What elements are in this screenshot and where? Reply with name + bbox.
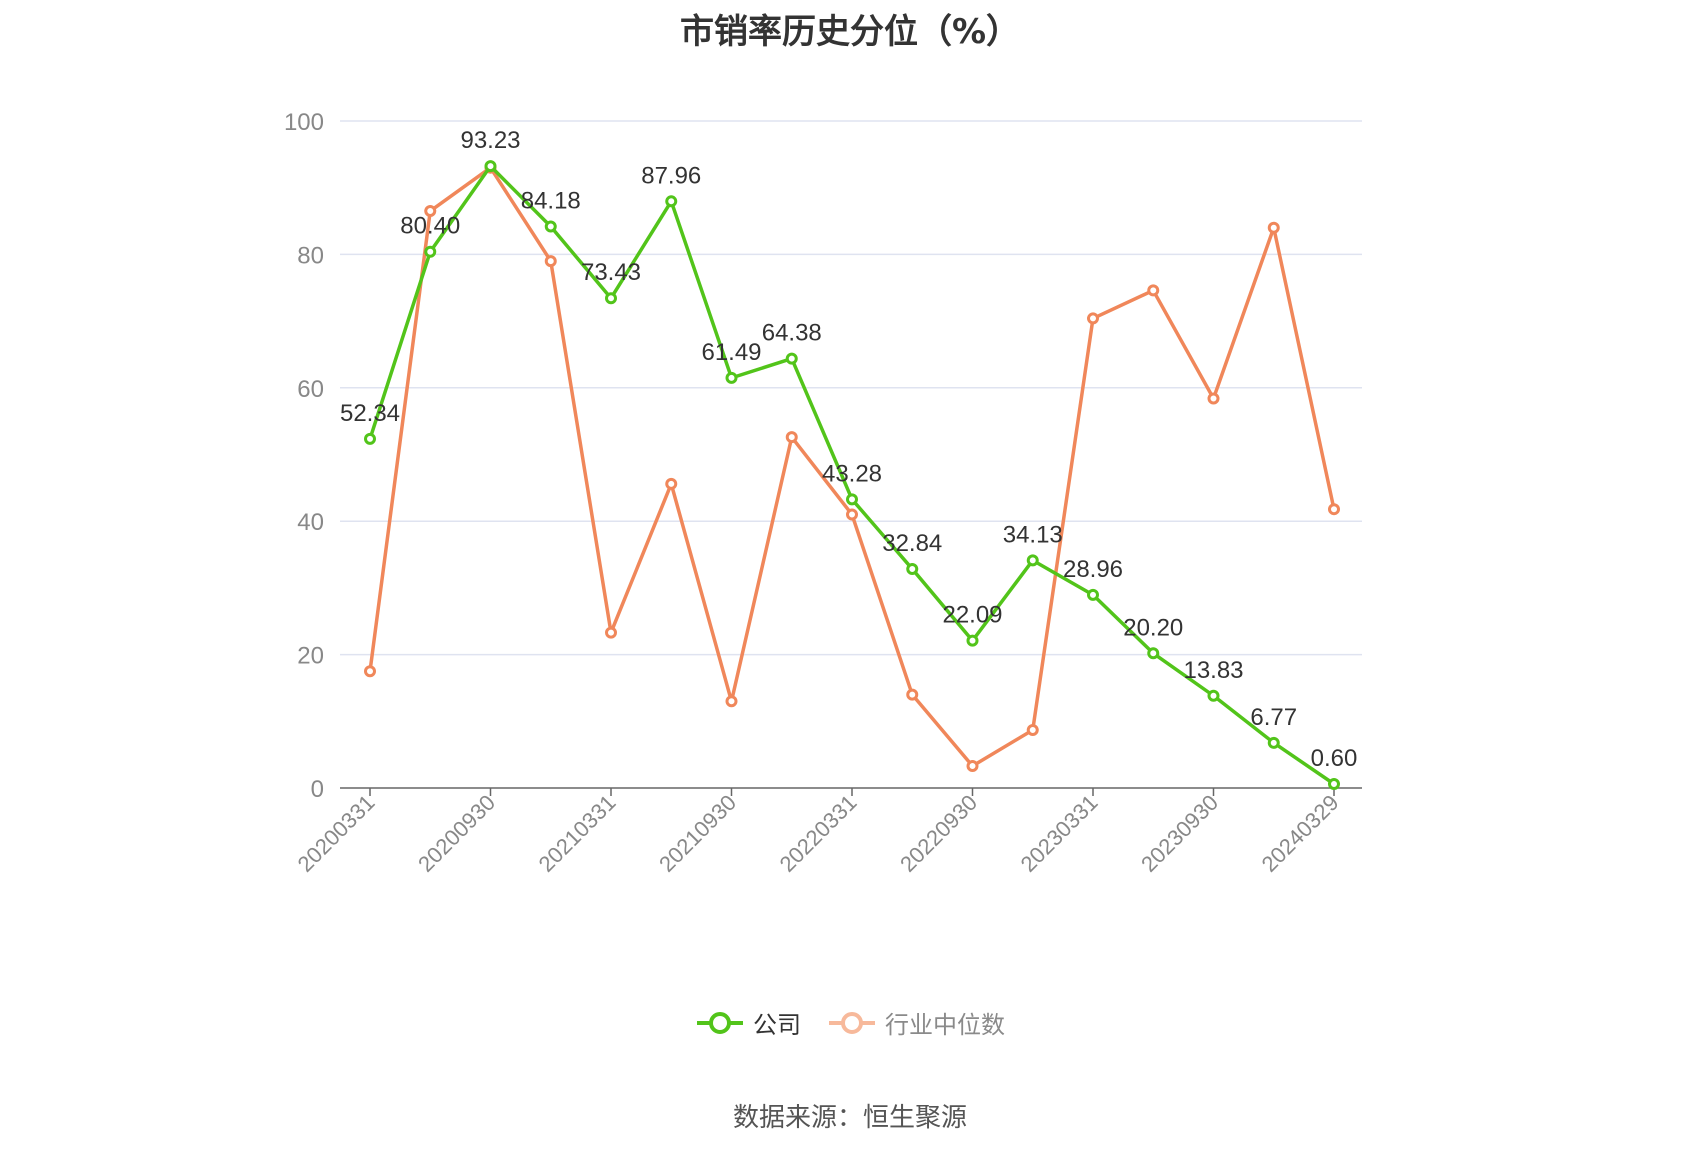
data-point-industry-median xyxy=(544,255,557,268)
data-point-company xyxy=(1087,588,1099,601)
data-label: 20.20 xyxy=(1123,614,1183,641)
data-label: 84.18 xyxy=(521,188,581,215)
y-tick-label: 40 xyxy=(297,509,324,536)
y-tick-label: 60 xyxy=(297,376,324,403)
data-label: 32.84 xyxy=(882,530,942,557)
legend-label-industry-median: 行业中位数 xyxy=(885,1011,1005,1039)
data-point-company xyxy=(906,562,919,575)
legend-item-company[interactable]: 公司 xyxy=(695,1005,801,1040)
data-point-industry-median xyxy=(1207,392,1220,405)
data-point-company xyxy=(1147,647,1160,660)
data-point-industry-median xyxy=(1267,221,1280,234)
data-label: 64.38 xyxy=(762,320,822,347)
data-point-industry-median xyxy=(1328,503,1340,516)
data-point-industry-median xyxy=(1147,284,1160,297)
legend-item-industry-median[interactable]: 行业中位数 xyxy=(827,1005,1005,1040)
y-tick-label: 100 xyxy=(284,109,324,136)
x-tick-label: 20230930 xyxy=(1136,790,1223,877)
data-point-company xyxy=(1207,689,1220,702)
legend-company-line-icon xyxy=(697,1011,743,1034)
x-tick-label: 20200930 xyxy=(413,790,500,877)
data-point-company xyxy=(1026,554,1039,567)
y-tick-label: 20 xyxy=(297,643,324,670)
data-point-industry-median xyxy=(424,205,437,218)
data-point-company xyxy=(846,493,858,506)
data-point-industry-median xyxy=(966,759,979,772)
y-tick-label: 80 xyxy=(297,242,324,269)
data-label: 22.09 xyxy=(942,602,1002,629)
x-tick-label: 20220930 xyxy=(895,790,982,877)
data-label: 34.13 xyxy=(1003,521,1063,548)
data-point-company xyxy=(424,245,437,258)
data-point-company xyxy=(544,220,557,233)
data-point-industry-median xyxy=(605,626,617,639)
data-point-company xyxy=(725,371,738,384)
x-tick-label: 20210930 xyxy=(654,790,741,877)
x-tick-label: 20200331 xyxy=(293,790,380,877)
data-label: 13.83 xyxy=(1183,657,1243,684)
data-label: 80.40 xyxy=(400,213,460,240)
chart-title: 市销率历史分位（%） xyxy=(679,12,1021,52)
data-label: 0.60 xyxy=(1311,745,1358,772)
x-tick-label: 20240329 xyxy=(1257,790,1344,877)
data-point-industry-median xyxy=(1087,312,1099,325)
data-point-industry-median xyxy=(785,431,798,444)
data-point-company xyxy=(665,195,678,208)
x-tick-label: 20210331 xyxy=(534,790,621,877)
data-label: 61.49 xyxy=(701,339,761,366)
data-label: 43.28 xyxy=(822,460,882,487)
data-point-company xyxy=(966,634,979,647)
y-tick-label: 0 xyxy=(311,776,324,803)
data-label: 87.96 xyxy=(641,162,701,189)
data-point-company xyxy=(484,160,497,173)
chart-legend: 公司 行业中位数 xyxy=(0,1005,1700,1040)
data-point-company xyxy=(1267,736,1280,749)
data-label: 73.43 xyxy=(581,259,641,286)
data-label: 6.77 xyxy=(1250,704,1297,731)
data-point-industry-median xyxy=(725,695,738,708)
x-tick-label: 20230331 xyxy=(1016,790,1103,877)
data-label: 28.96 xyxy=(1063,556,1123,583)
x-tick-label: 20220331 xyxy=(775,790,862,877)
data-point-industry-median xyxy=(364,665,376,678)
data-source: 数据来源：恒生聚源 xyxy=(732,1103,967,1133)
data-point-industry-median xyxy=(1026,723,1039,736)
data-point-company xyxy=(364,432,376,445)
data-point-company xyxy=(785,352,798,365)
legend-label-company: 公司 xyxy=(753,1011,801,1039)
data-label: 93.23 xyxy=(460,127,520,154)
legend-industry-line-icon xyxy=(829,1011,875,1034)
data-point-industry-median xyxy=(846,508,858,521)
data-point-industry-median xyxy=(665,477,678,490)
data-point-company xyxy=(1328,777,1340,790)
data-point-industry-median xyxy=(906,688,919,701)
data-point-company xyxy=(605,292,617,305)
data-label: 52.34 xyxy=(340,400,400,427)
